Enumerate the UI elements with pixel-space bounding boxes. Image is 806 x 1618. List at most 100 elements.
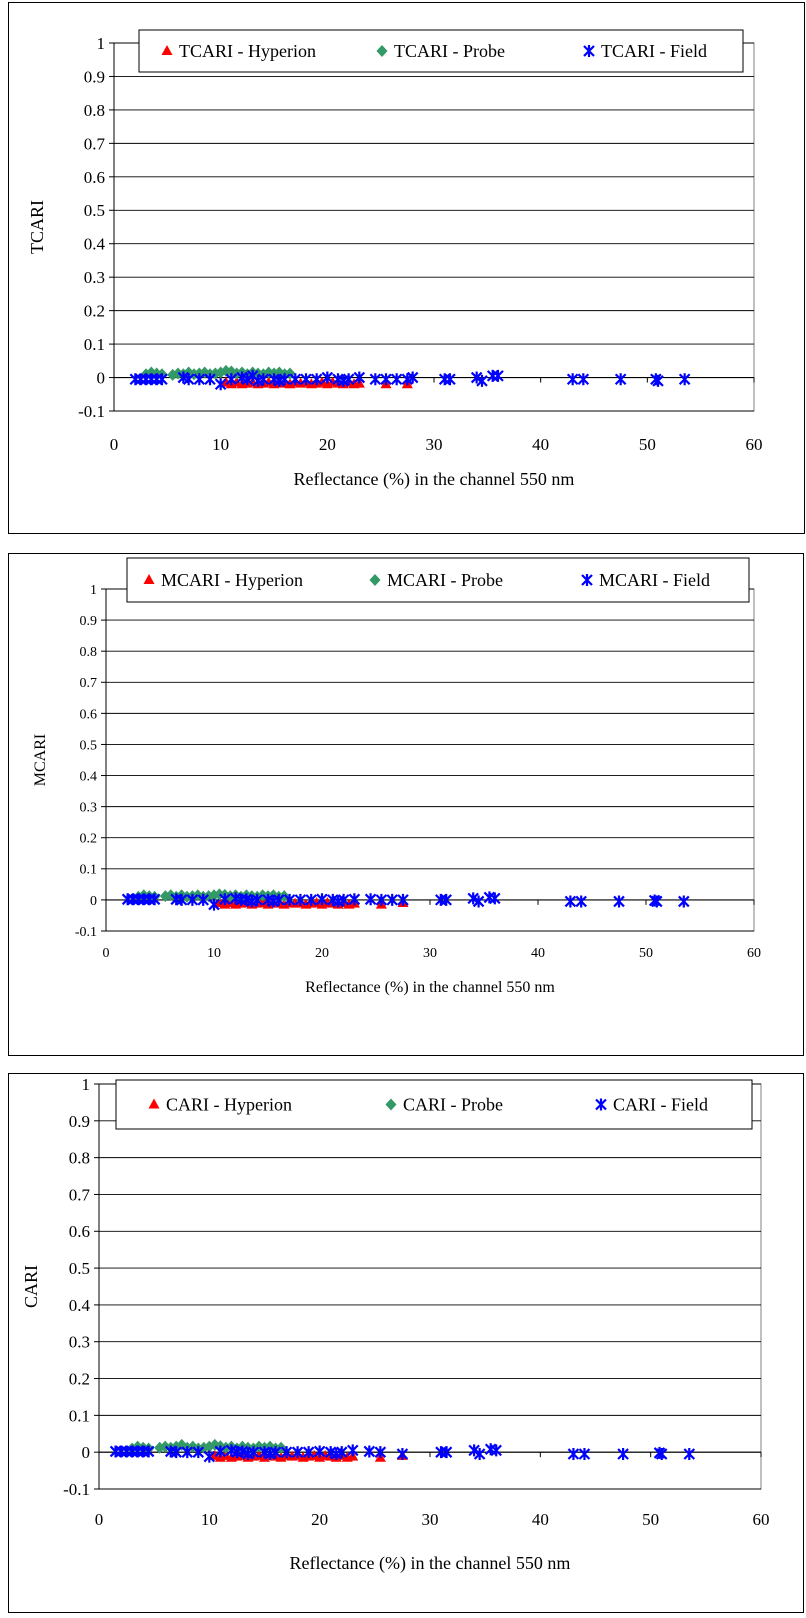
x-tick-label: 0 bbox=[110, 435, 119, 454]
plot-area bbox=[113, 42, 755, 412]
y-tick-label: 0.3 bbox=[69, 1333, 90, 1352]
data-point bbox=[278, 373, 291, 386]
data-point bbox=[467, 892, 479, 905]
chart-2-svg: -0.100.10.20.30.40.50.60.70.80.910 10 20 30… bbox=[21, 1075, 770, 1574]
data-point bbox=[564, 895, 577, 908]
x-tick-label: 40 bbox=[531, 946, 545, 961]
data-point bbox=[472, 895, 485, 908]
chart-0-svg: -0.100.10.20.30.40.50.60.70.80.910 10 20 30… bbox=[27, 29, 763, 490]
data-point bbox=[273, 893, 285, 906]
data-point bbox=[214, 1445, 227, 1458]
y-tick-label: 0.9 bbox=[69, 1112, 90, 1131]
data-point bbox=[578, 1448, 591, 1461]
plot-area bbox=[98, 1083, 762, 1490]
y-tick-label: 0 bbox=[90, 894, 97, 909]
data-point bbox=[214, 378, 227, 391]
data-point bbox=[251, 893, 263, 906]
y-tick-label: 0.8 bbox=[69, 1149, 90, 1168]
y-tick-label: 0.7 bbox=[84, 134, 106, 153]
data-point bbox=[364, 893, 377, 906]
data-point bbox=[182, 373, 195, 386]
y-tick-label: 1 bbox=[97, 34, 106, 53]
x-tick-label: 0 bbox=[103, 946, 110, 961]
data-point bbox=[278, 890, 290, 903]
data-point bbox=[613, 895, 625, 908]
data-point bbox=[203, 1450, 216, 1463]
y-tick-label: 0.6 bbox=[69, 1222, 90, 1241]
data-point bbox=[575, 895, 587, 908]
x-tick-label: 40 bbox=[532, 435, 549, 454]
y-tick-label: 0.8 bbox=[80, 645, 98, 660]
legend-label: TCARI - Probe bbox=[394, 41, 505, 61]
data-point bbox=[294, 893, 307, 906]
y-tick-label: -0.1 bbox=[63, 1480, 90, 1499]
data-point bbox=[203, 1440, 215, 1453]
data-point bbox=[156, 373, 168, 386]
data-point bbox=[492, 369, 504, 382]
y-tick-label: 0 bbox=[97, 368, 106, 387]
legend-marker bbox=[143, 574, 155, 584]
y-tick-label: 0.9 bbox=[80, 614, 98, 629]
legend-marker bbox=[376, 45, 388, 57]
data-point bbox=[142, 1445, 155, 1458]
legend-marker bbox=[369, 574, 381, 586]
y-tick-label: 0.7 bbox=[69, 1185, 91, 1204]
x-tick-label: 50 bbox=[642, 1510, 659, 1529]
x-tick-label: 30 bbox=[423, 946, 437, 961]
data-point bbox=[247, 1446, 260, 1459]
data-point bbox=[241, 373, 254, 386]
y-tick-label: 0 bbox=[82, 1443, 91, 1462]
data-point bbox=[651, 895, 663, 908]
data-point bbox=[267, 889, 279, 902]
plot-area bbox=[105, 588, 755, 932]
y-tick-label: 0.1 bbox=[69, 1406, 90, 1425]
data-point bbox=[313, 1445, 326, 1458]
data-point bbox=[170, 1446, 183, 1459]
data-point bbox=[225, 373, 238, 386]
y-tick-label: 0.1 bbox=[84, 335, 105, 354]
x-tick-label: 20 bbox=[319, 435, 336, 454]
data-point bbox=[302, 1446, 315, 1459]
x-tick-label: 50 bbox=[639, 435, 656, 454]
tcari-chart-panel: -0.1 0 0.1 0.2 0.3 0.4 0.5 0.6 0.7 0.8 0.9 1 0 10 20 30… bbox=[8, 2, 805, 534]
legend-label: TCARI - Field bbox=[601, 41, 707, 61]
data-point bbox=[468, 1444, 480, 1457]
x-tick-label: 30 bbox=[426, 435, 443, 454]
x-axis-title: Reflectance (%) in the channel 550 nm bbox=[290, 1553, 571, 1574]
legend-marker bbox=[595, 1098, 607, 1111]
data-point bbox=[490, 1444, 502, 1457]
data-point bbox=[342, 373, 355, 386]
x-tick-label: 0 bbox=[95, 1510, 104, 1529]
cari-chart-panel: -0.1 0 0.1 0.2 0.3 0.4 0.5 0.6 0.7 0.8 0.9 1 0 10 20 30… bbox=[8, 1073, 804, 1613]
legend-marker bbox=[583, 45, 595, 57]
data-point bbox=[305, 893, 317, 906]
data-point bbox=[566, 373, 579, 386]
x-axis-title: Reflectance (%) in the channel 550 nm bbox=[305, 979, 555, 996]
data-point bbox=[213, 888, 225, 901]
y-tick-label: 1 bbox=[90, 583, 97, 598]
mcari-chart-panel: -0.1 0 0.1 0.2 0.3 0.4 0.5 0.6 0.7 0.8 0.9 1 0 10 20 30… bbox=[8, 553, 804, 1056]
x-tick-label: 10 bbox=[207, 946, 221, 961]
data-point bbox=[655, 1448, 668, 1461]
legend-marker bbox=[148, 1098, 160, 1109]
y-tick-label: 0.3 bbox=[84, 268, 105, 287]
y-tick-label: 0.4 bbox=[80, 769, 98, 784]
y-tick-label: 0.6 bbox=[84, 168, 105, 187]
data-point bbox=[186, 893, 199, 906]
data-point bbox=[489, 892, 501, 905]
data-point bbox=[678, 895, 690, 908]
data-point bbox=[683, 1448, 696, 1461]
data-point bbox=[316, 893, 328, 906]
data-point bbox=[397, 893, 409, 906]
x-tick-label: 20 bbox=[311, 1510, 328, 1529]
legend-box bbox=[138, 29, 744, 73]
x-tick-label: 40 bbox=[532, 1510, 549, 1529]
series-star-points bbox=[121, 891, 690, 911]
legend-label: CARI - Field bbox=[613, 1095, 708, 1115]
data-point bbox=[390, 373, 403, 386]
series-diamond-points bbox=[140, 364, 296, 381]
data-point bbox=[440, 893, 452, 906]
y-tick-label: -0.1 bbox=[75, 925, 97, 940]
data-point bbox=[406, 371, 419, 384]
data-point bbox=[337, 893, 350, 906]
